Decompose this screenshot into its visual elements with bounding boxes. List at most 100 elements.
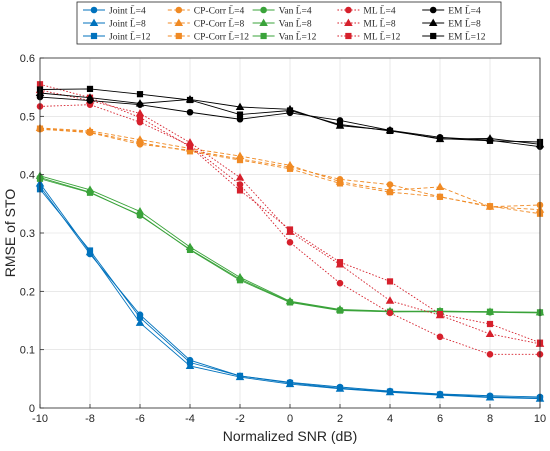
data-point-ml-l-4 <box>236 181 244 188</box>
data-point-van-l-12 <box>186 246 194 254</box>
data-point-joint-l-12 <box>186 359 194 366</box>
data-point-cp-corr-l-12 <box>386 189 394 196</box>
legend-item-cp-corr-l-8: CP-Corr L̄=8 <box>167 18 245 30</box>
data-point-joint-l-8 <box>135 318 145 326</box>
legend-item-van-l-12: Van L̄=12 <box>252 31 317 43</box>
data-point-van-l-12 <box>336 307 344 314</box>
data-point-joint-l-12 <box>286 379 294 387</box>
legend-marker <box>89 18 99 27</box>
legend-marker <box>175 32 182 40</box>
data-point-joint-l-12 <box>486 393 494 401</box>
data-point-ml-l-4 <box>436 333 444 341</box>
x-tick-label: -4 <box>185 413 195 425</box>
legend-label: EM L̄=8 <box>448 18 481 30</box>
legend-label: ML L̄=8 <box>363 18 395 30</box>
data-point-ml-l-12 <box>186 143 194 150</box>
data-point-van-l-12 <box>236 277 244 284</box>
series-cp-corr-l-12 <box>36 125 544 217</box>
data-point-em-l-12 <box>186 96 194 104</box>
data-point-em-l-12 <box>136 91 144 98</box>
legend-item-cp-corr-l-4: CP-Corr L̄=4 <box>167 5 245 17</box>
y-tick-label: 0.6 <box>20 53 35 65</box>
legend-label: Joint L̄=4 <box>109 5 146 17</box>
data-point-ml-l-4 <box>286 239 294 246</box>
data-point-em-l-8 <box>85 93 95 101</box>
data-point-cp-corr-l-8 <box>435 182 445 190</box>
data-point-em-l-12 <box>386 127 394 135</box>
data-point-van-l-12 <box>286 299 294 306</box>
data-point-em-l-4 <box>186 108 194 116</box>
legend-marker <box>430 32 437 40</box>
legend-label: ML L̄=4 <box>363 5 395 17</box>
data-point-ml-l-8 <box>385 296 395 304</box>
data-point-cp-corr-l-12 <box>136 139 144 146</box>
legend-label: EM L̄=4 <box>448 5 481 17</box>
data-point-ml-l-12 <box>136 114 144 121</box>
legend-item-van-l-4: Van L̄=4 <box>252 5 312 17</box>
data-point-joint-l-12 <box>236 372 244 380</box>
series-line-ml-l-8 <box>39 89 541 345</box>
x-tick-label: 0 <box>287 413 293 425</box>
data-point-em-l-8 <box>235 102 245 111</box>
data-point-em-l-8 <box>135 99 145 107</box>
data-point-ml-l-8 <box>235 173 245 181</box>
data-point-ml-l-12 <box>236 187 244 194</box>
y-tick-label: 0.4 <box>20 170 35 182</box>
legend-item-joint-l-4: Joint L̄=4 <box>83 5 146 17</box>
y-tick-label: 0.5 <box>20 111 35 123</box>
data-point-van-l-12 <box>86 189 94 196</box>
data-point-em-l-12 <box>286 107 294 114</box>
series-layer <box>35 81 545 402</box>
legend-item-joint-l-12: Joint L̄=12 <box>83 31 151 43</box>
y-tick-label: 0.2 <box>20 286 35 298</box>
legend-item-em-l-4: EM L̄=4 <box>422 5 481 17</box>
data-point-ml-l-12 <box>436 310 444 318</box>
data-point-van-l-12 <box>486 308 494 315</box>
data-point-ml-l-12 <box>336 259 344 266</box>
data-point-cp-corr-l-12 <box>336 180 344 187</box>
legend-label: Van L̄=12 <box>279 31 317 43</box>
legend-label: Van L̄=4 <box>279 5 312 17</box>
legend-marker <box>428 18 438 27</box>
tick-labels: -10 -8 -6 -4 -2 0 2 4 6 8 10 0 0.1 0.2 0.3 0.4 0.5 0.6 <box>20 53 546 425</box>
data-point-ml-l-8 <box>485 329 495 337</box>
data-point-van-l-12 <box>136 211 144 219</box>
legend-marker <box>429 6 437 14</box>
legend-item-em-l-8: EM L̄=8 <box>422 18 481 30</box>
x-tick-label: 6 <box>437 413 443 425</box>
legend-marker <box>345 6 352 14</box>
data-point-ml-l-4 <box>386 309 394 317</box>
data-point-cp-corr-l-12 <box>86 128 94 136</box>
legend-item-ml-l-4: ML L̄=4 <box>337 5 396 17</box>
data-point-em-l-12 <box>436 135 444 142</box>
legend-item-em-l-12: EM L̄=12 <box>422 31 486 43</box>
legend-marker <box>260 6 267 14</box>
data-point-em-l-12 <box>486 137 494 144</box>
legend-item-van-l-8: Van L̄=8 <box>252 18 312 30</box>
y-tick-label: 0.3 <box>20 228 35 240</box>
data-point-em-l-12 <box>236 111 244 118</box>
data-point-cp-corr-l-12 <box>436 193 444 200</box>
legend-item-joint-l-8: Joint L̄=8 <box>83 18 146 30</box>
legend-marker <box>259 18 268 27</box>
x-tick-label: -2 <box>235 413 245 425</box>
legend-marker <box>174 18 184 27</box>
x-tick-label: 4 <box>387 413 393 425</box>
legend-label: CP-Corr L̄=4 <box>194 5 245 17</box>
legend-label: Joint L̄=12 <box>109 31 151 43</box>
series-line-cp-corr-l-8 <box>39 127 541 211</box>
data-point-joint-l-12 <box>136 314 144 321</box>
data-point-ml-l-12 <box>286 226 294 233</box>
data-point-cp-corr-l-12 <box>486 203 494 210</box>
legend-marker <box>90 32 98 40</box>
legend-marker <box>260 32 267 40</box>
data-point-cp-corr-l-12 <box>286 165 294 172</box>
y-tick-label: 0.1 <box>20 345 35 357</box>
data-point-joint-l-12 <box>336 385 344 392</box>
data-point-em-l-12 <box>86 85 94 93</box>
x-axis-label: Normalized SNR (dB) <box>223 428 358 444</box>
x-tick-label: 10 <box>534 413 546 425</box>
series-line-cp-corr-l-12 <box>39 128 541 215</box>
x-tick-label: 2 <box>337 413 343 425</box>
